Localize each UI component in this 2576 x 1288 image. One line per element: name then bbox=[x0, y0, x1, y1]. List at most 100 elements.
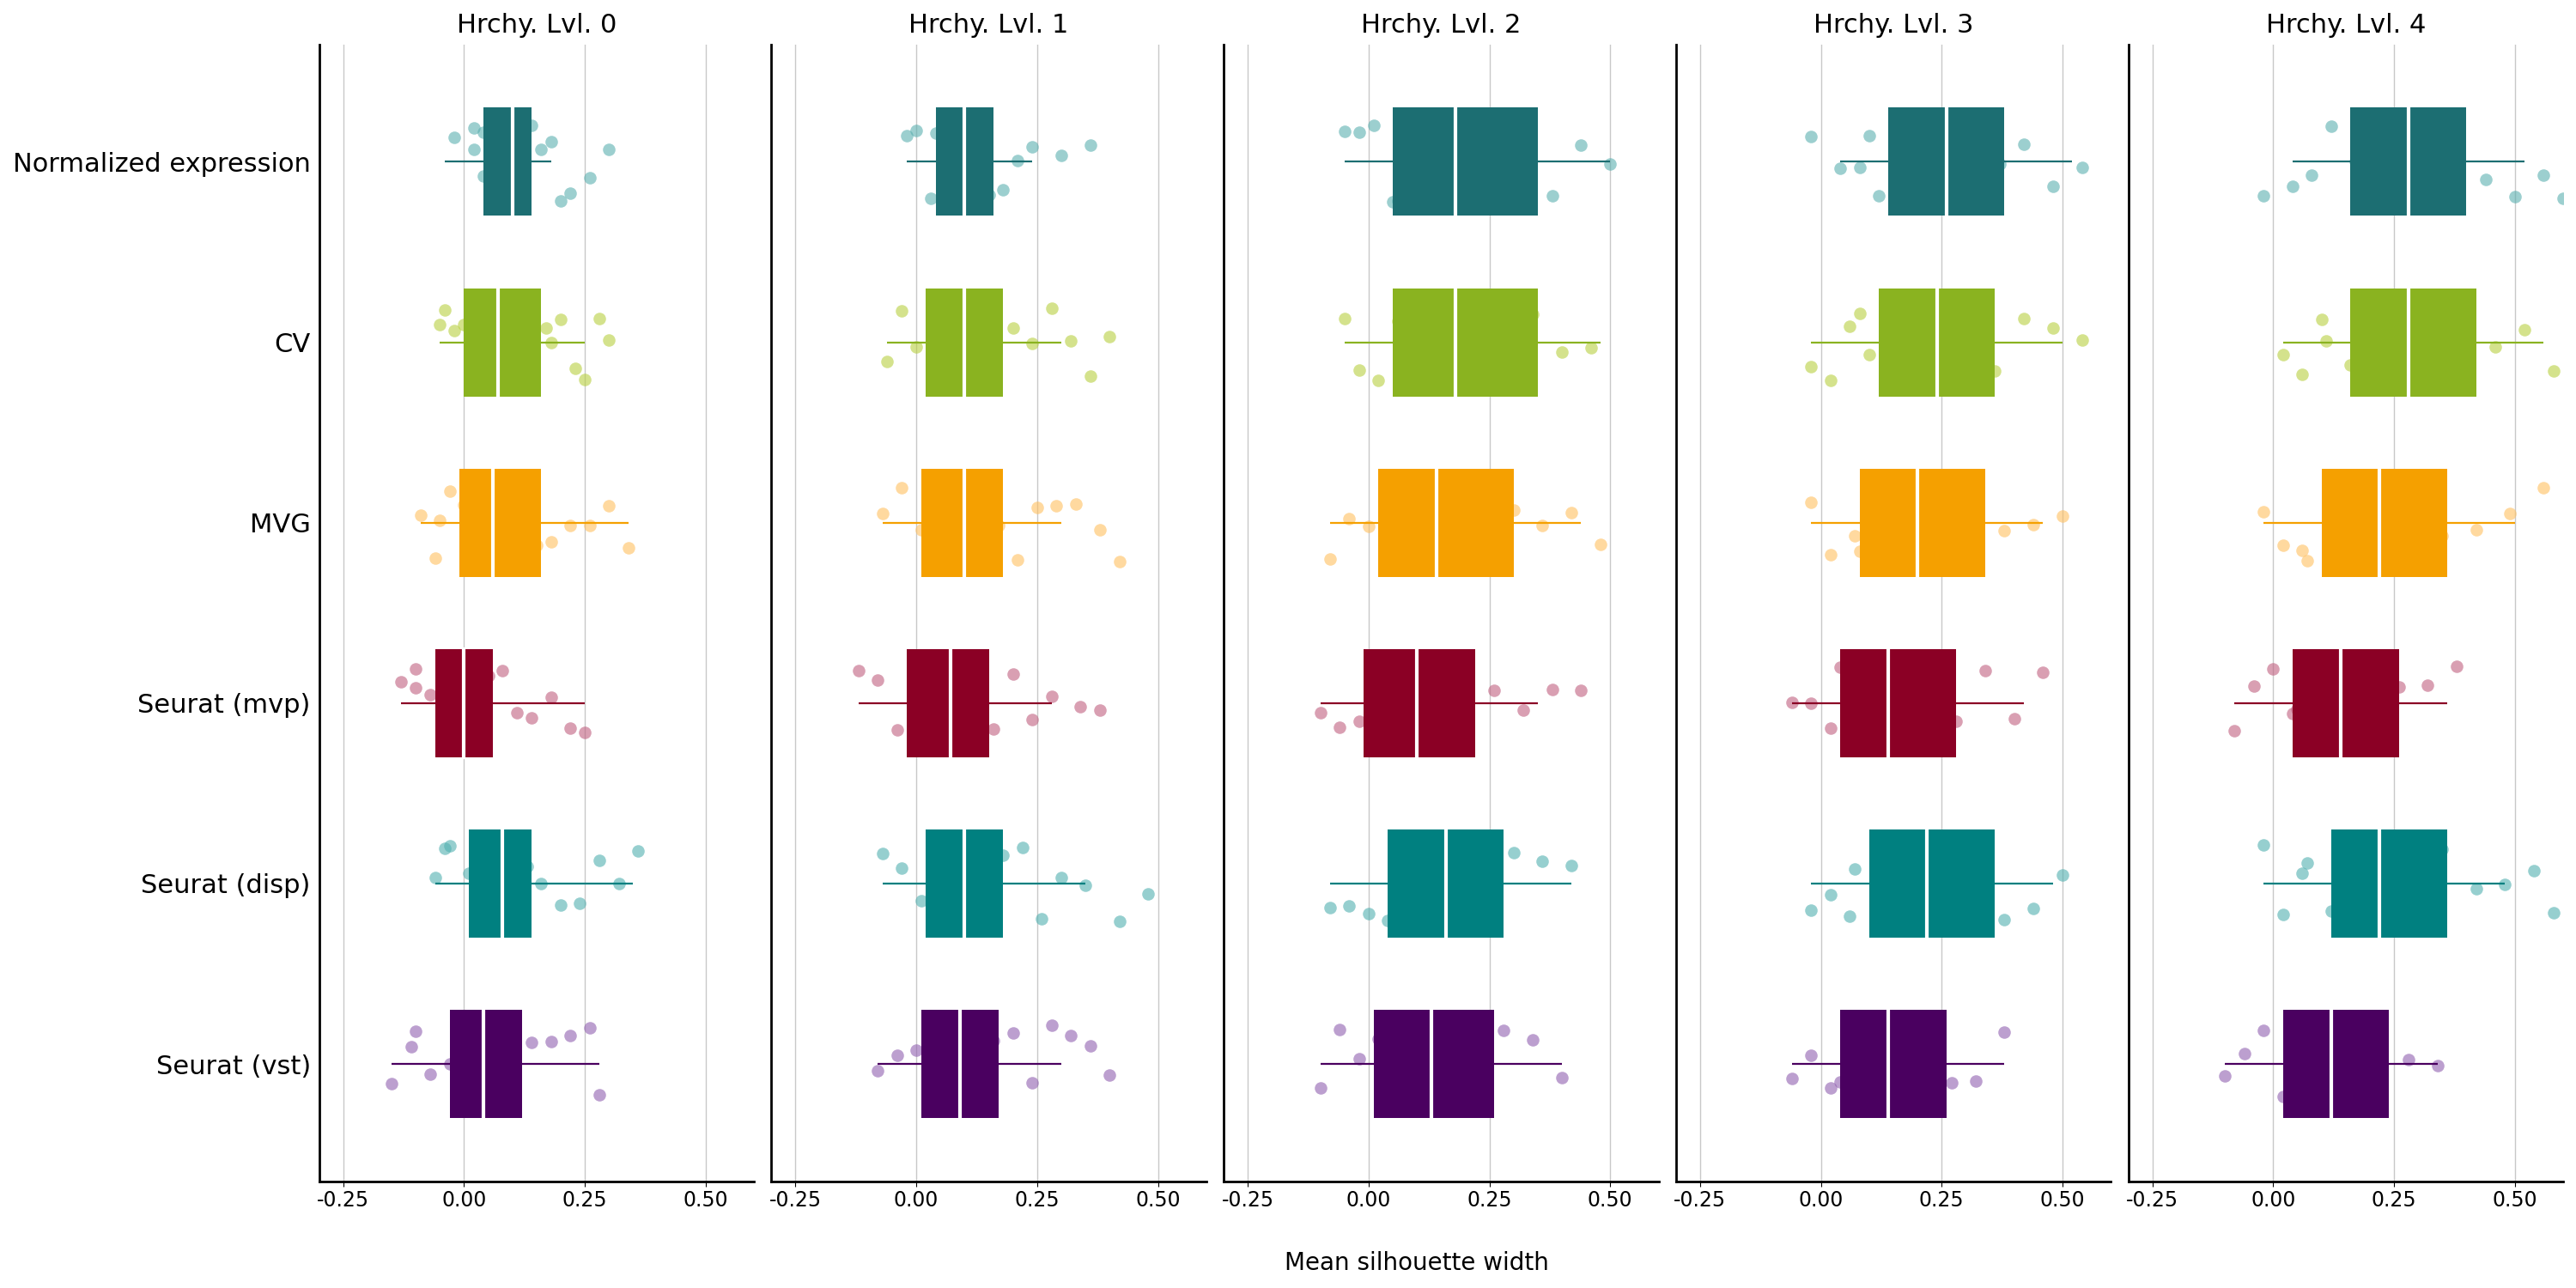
Point bbox=[1419, 712, 1461, 733]
Point bbox=[1368, 495, 1409, 515]
Point bbox=[1906, 505, 1947, 526]
Point bbox=[1932, 1073, 1973, 1094]
Point bbox=[2329, 354, 2370, 375]
Point bbox=[1790, 357, 1832, 377]
Point bbox=[2383, 350, 2424, 371]
Point bbox=[2388, 361, 2429, 381]
Point bbox=[1994, 708, 2035, 729]
Point bbox=[531, 688, 572, 708]
FancyBboxPatch shape bbox=[2282, 1010, 2388, 1118]
Point bbox=[1440, 335, 1481, 355]
Point bbox=[1319, 1019, 1360, 1039]
Point bbox=[1589, 155, 1631, 175]
Point bbox=[992, 1023, 1033, 1043]
FancyBboxPatch shape bbox=[1394, 108, 1538, 216]
Point bbox=[1064, 875, 1105, 895]
Point bbox=[2522, 165, 2563, 185]
Point bbox=[2321, 676, 2362, 697]
Point bbox=[477, 1042, 518, 1063]
Point bbox=[2360, 160, 2401, 180]
Title: Hrchy. Lvl. 2: Hrchy. Lvl. 2 bbox=[1360, 13, 1520, 37]
Point bbox=[896, 120, 938, 140]
Point bbox=[587, 330, 629, 350]
Point bbox=[1984, 520, 2025, 541]
Point bbox=[1772, 1068, 1814, 1088]
Point bbox=[992, 663, 1033, 684]
Point bbox=[531, 332, 572, 353]
Point bbox=[2282, 863, 2324, 884]
Point bbox=[1935, 711, 1976, 732]
Point bbox=[1935, 161, 1976, 182]
Point bbox=[549, 515, 590, 536]
Point bbox=[1012, 1073, 1054, 1094]
Point bbox=[2483, 875, 2524, 895]
FancyBboxPatch shape bbox=[2349, 108, 2465, 216]
Point bbox=[1368, 909, 1409, 930]
Point bbox=[492, 1069, 533, 1090]
Point bbox=[992, 317, 1033, 337]
Point bbox=[914, 370, 956, 390]
Point bbox=[1396, 354, 1437, 375]
Point bbox=[526, 318, 567, 339]
Point bbox=[2262, 1086, 2303, 1106]
Point bbox=[2300, 689, 2342, 710]
Point bbox=[2300, 309, 2342, 330]
Point bbox=[1425, 130, 1466, 151]
Point bbox=[1020, 909, 1061, 930]
Point bbox=[940, 545, 981, 565]
Point bbox=[492, 885, 533, 905]
Point bbox=[876, 1046, 917, 1066]
Point bbox=[1440, 895, 1481, 916]
Text: Mean silhouette width: Mean silhouette width bbox=[1285, 1251, 1548, 1275]
Point bbox=[448, 1075, 489, 1096]
Point bbox=[2311, 900, 2352, 921]
FancyBboxPatch shape bbox=[1888, 108, 2004, 216]
Point bbox=[482, 871, 523, 891]
Point bbox=[2437, 164, 2478, 184]
Point bbox=[2282, 540, 2324, 560]
Point bbox=[2272, 703, 2313, 724]
FancyBboxPatch shape bbox=[1363, 649, 1476, 757]
Point bbox=[1463, 863, 1504, 884]
Point bbox=[469, 665, 510, 685]
Point bbox=[2553, 1075, 2576, 1096]
Point bbox=[420, 314, 461, 335]
Point bbox=[2244, 835, 2285, 855]
Point bbox=[1945, 301, 1986, 322]
Point bbox=[2012, 898, 2053, 918]
Point bbox=[471, 513, 513, 533]
Point bbox=[1906, 905, 1947, 926]
Point bbox=[935, 140, 976, 161]
Point bbox=[1917, 128, 1958, 148]
Point bbox=[1100, 551, 1141, 572]
Title: Hrchy. Lvl. 4: Hrchy. Lvl. 4 bbox=[2267, 13, 2427, 37]
Point bbox=[549, 717, 590, 738]
Point bbox=[1873, 339, 1914, 359]
Point bbox=[2532, 903, 2573, 923]
Point bbox=[564, 370, 605, 390]
Point bbox=[902, 891, 943, 912]
Point bbox=[1036, 495, 1077, 515]
FancyBboxPatch shape bbox=[2331, 829, 2447, 938]
Point bbox=[2437, 656, 2478, 676]
Point bbox=[394, 1021, 435, 1042]
Point bbox=[1406, 1030, 1448, 1051]
Point bbox=[1059, 697, 1100, 717]
FancyBboxPatch shape bbox=[469, 829, 531, 938]
Point bbox=[2504, 319, 2545, 340]
Point bbox=[1522, 515, 1564, 536]
Point bbox=[1811, 885, 1852, 905]
Point bbox=[2465, 169, 2506, 189]
Point bbox=[2244, 1020, 2285, 1041]
Point bbox=[453, 117, 495, 138]
Point bbox=[935, 703, 976, 724]
Point bbox=[1932, 880, 1973, 900]
Point bbox=[453, 139, 495, 160]
FancyBboxPatch shape bbox=[2293, 649, 2398, 757]
FancyBboxPatch shape bbox=[459, 469, 541, 577]
Point bbox=[1051, 1025, 1092, 1046]
Point bbox=[1051, 331, 1092, 352]
Point bbox=[1512, 1029, 1553, 1050]
Point bbox=[2553, 537, 2576, 558]
Point bbox=[2287, 853, 2329, 873]
